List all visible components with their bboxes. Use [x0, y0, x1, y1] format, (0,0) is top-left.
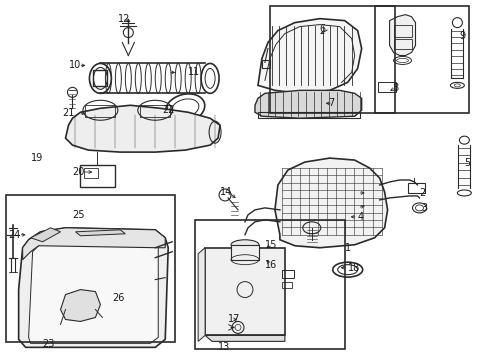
Text: 3: 3	[421, 203, 427, 213]
Polygon shape	[204, 336, 285, 341]
Text: 11: 11	[188, 67, 200, 77]
Polygon shape	[65, 105, 220, 152]
Text: 5: 5	[464, 158, 469, 168]
Text: 19: 19	[31, 153, 43, 163]
Polygon shape	[258, 19, 361, 93]
Polygon shape	[19, 228, 168, 347]
Text: 9: 9	[458, 31, 465, 41]
Bar	[407, 183, 425, 193]
Bar	[374, 6, 468, 113]
Text: 17: 17	[227, 314, 240, 324]
Bar	[269, 6, 394, 113]
Text: 12: 12	[118, 14, 130, 24]
Text: 21: 21	[62, 108, 75, 118]
Text: 15: 15	[264, 240, 277, 250]
Text: 26: 26	[112, 293, 124, 302]
Bar	[6, 195, 175, 342]
Polygon shape	[274, 158, 387, 248]
Text: 20: 20	[72, 167, 85, 177]
Text: 2: 2	[419, 188, 425, 198]
Text: 22: 22	[162, 105, 174, 115]
Bar	[281, 270, 293, 278]
Bar	[84, 168, 98, 178]
Text: 1: 1	[344, 243, 350, 253]
Text: 18: 18	[347, 263, 359, 273]
Text: 14: 14	[220, 187, 232, 197]
Bar	[195, 220, 344, 349]
Text: 24: 24	[9, 230, 21, 240]
Bar	[230, 245, 259, 260]
Text: 10: 10	[68, 60, 81, 71]
Bar	[204, 248, 285, 336]
Polygon shape	[61, 289, 100, 321]
Polygon shape	[29, 240, 158, 343]
Text: 25: 25	[72, 210, 85, 220]
Bar	[140, 105, 170, 117]
Bar	[93, 71, 107, 86]
Bar	[281, 282, 291, 288]
Text: 7: 7	[327, 98, 333, 108]
Text: 4: 4	[357, 212, 363, 222]
Text: 8: 8	[392, 84, 398, 93]
Polygon shape	[389, 15, 415, 55]
Text: 23: 23	[42, 339, 55, 349]
Text: 16: 16	[264, 260, 277, 270]
Polygon shape	[22, 228, 165, 260]
Bar	[258, 112, 359, 118]
Bar	[377, 82, 395, 92]
Bar	[262, 60, 269, 68]
Bar	[393, 39, 411, 49]
Text: 6: 6	[319, 24, 325, 33]
Polygon shape	[31, 228, 61, 242]
Text: 13: 13	[218, 342, 230, 352]
Bar	[85, 105, 115, 117]
Bar	[393, 24, 411, 37]
Polygon shape	[198, 248, 204, 341]
Polygon shape	[254, 90, 361, 118]
Bar	[81, 165, 115, 187]
Ellipse shape	[230, 240, 259, 250]
Polygon shape	[75, 230, 125, 236]
